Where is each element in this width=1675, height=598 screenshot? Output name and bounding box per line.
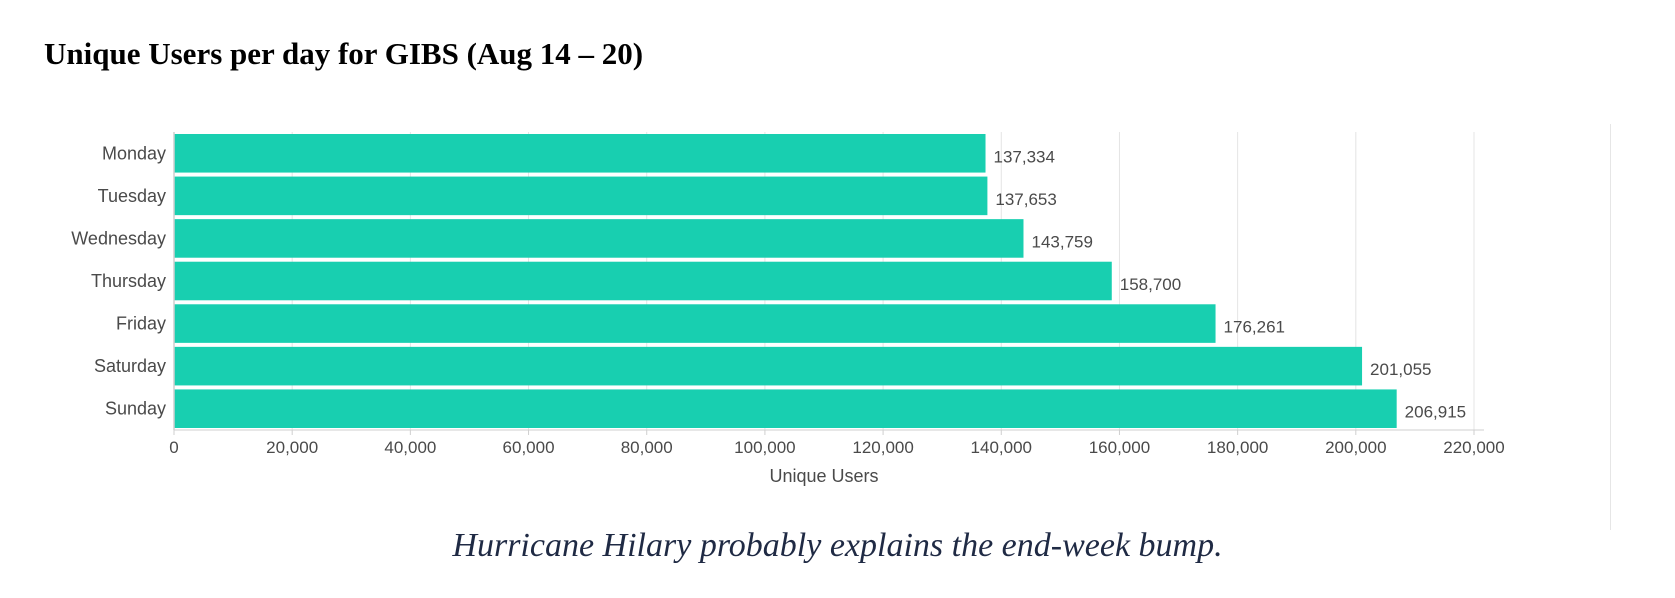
x-tick-label: 120,000 — [852, 438, 913, 457]
x-tick-label: 80,000 — [621, 438, 673, 457]
chart-area: Monday 137,334 Tuesday 137,653 Wednesday 143,… — [40, 118, 1620, 528]
y-tick-label: Friday — [116, 314, 166, 334]
bar-friday — [174, 304, 1216, 343]
x-tick-label: 160,000 — [1089, 438, 1150, 457]
data-label: 201,055 — [1370, 360, 1431, 379]
y-tick-label: Monday — [102, 143, 166, 163]
y-tick-label: Tuesday — [98, 186, 166, 206]
x-axis-title: Unique Users — [769, 466, 878, 486]
data-label: 176,261 — [1224, 318, 1285, 337]
data-label: 137,334 — [994, 147, 1055, 166]
bar-monday — [174, 134, 986, 173]
chart-caption: Hurricane Hilary probably explains the e… — [452, 527, 1223, 564]
data-label: 206,915 — [1405, 403, 1466, 422]
chart-title: Unique Users per day for GIBS (Aug 14 – … — [44, 36, 644, 71]
y-tick-label: Thursday — [91, 271, 166, 291]
data-label: 158,700 — [1120, 275, 1181, 294]
data-label: 143,759 — [1031, 232, 1092, 251]
x-tick-label: 0 — [169, 438, 178, 457]
y-tick-label: Saturday — [94, 356, 166, 376]
x-tick-label: 220,000 — [1443, 438, 1504, 457]
x-tick-label: 100,000 — [734, 438, 795, 457]
y-tick-label: Sunday — [105, 399, 166, 419]
data-label: 137,653 — [995, 190, 1056, 209]
bar-wednesday — [174, 219, 1024, 258]
x-tick-label: 60,000 — [503, 438, 555, 457]
bar-saturday — [174, 346, 1363, 386]
x-tick-label: 40,000 — [384, 438, 436, 457]
x-tick-label: 140,000 — [971, 438, 1032, 457]
bar-sunday — [174, 389, 1397, 428]
x-tick-label: 20,000 — [266, 438, 318, 457]
bar-tuesday — [174, 176, 988, 216]
chart-frame-edge — [1610, 124, 1611, 530]
bar-thursday — [174, 261, 1112, 301]
bar-chart: Monday 137,334 Tuesday 137,653 Wednesday 143,… — [71, 132, 1505, 486]
y-tick-label: Wednesday — [71, 228, 166, 248]
x-tick-label: 180,000 — [1207, 438, 1268, 457]
x-tick-label: 200,000 — [1325, 438, 1386, 457]
